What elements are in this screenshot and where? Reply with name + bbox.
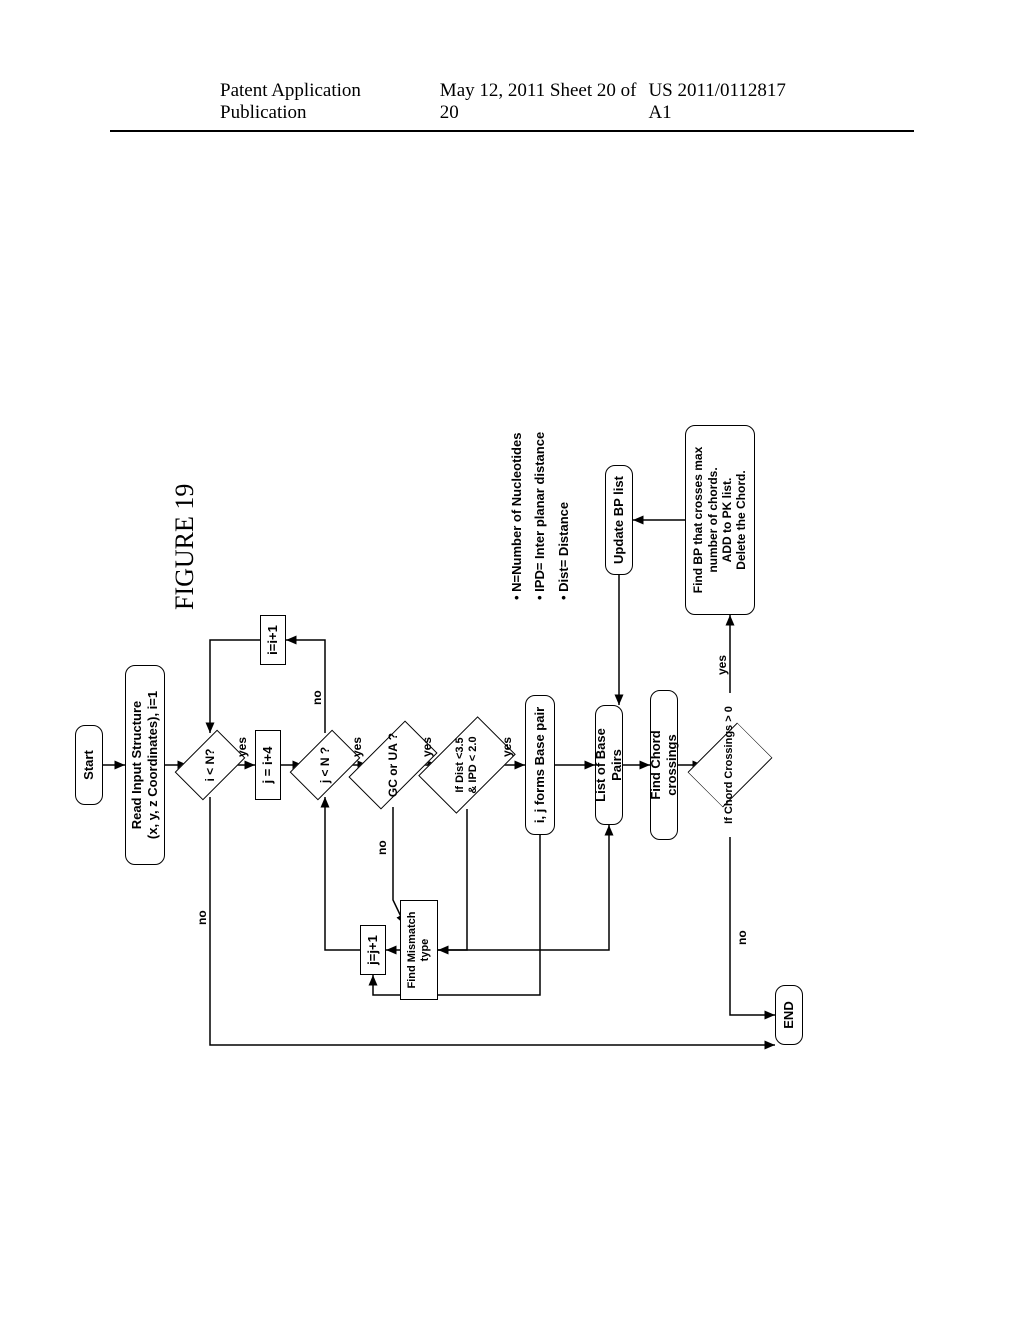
header-right: US 2011/0112817 A1 <box>648 80 804 124</box>
node-chord-gt0-label: If Chord Crossings > 0 <box>723 706 736 824</box>
legend-ipd: • IPD= Inter planar distance <box>528 432 551 600</box>
node-j-inc: j=j+1 <box>360 925 386 975</box>
legend: • N=Number of Nucleotides • IPD= Inter p… <box>505 432 575 600</box>
edge-j-lt-n-no: no <box>310 690 324 705</box>
legend-dist: • Dist= Distance <box>552 432 575 600</box>
node-chord-gt0: If Chord Crossings > 0 <box>705 695 755 835</box>
node-update-bp-label: Update BP list <box>611 476 627 564</box>
edge-gc-ua-yes: yes <box>420 737 434 757</box>
node-find-bp-max-label: Find BP that crosses max number of chord… <box>691 447 749 594</box>
node-end: END <box>775 985 803 1045</box>
node-read-input: Read Input Structure (x, y, z Coordinate… <box>125 665 165 865</box>
node-i-lt-n: i < N? <box>190 735 230 795</box>
node-forms-bp: i, j forms Base pair <box>525 695 555 835</box>
edge-i-lt-n-no: no <box>195 910 209 925</box>
edge-i-lt-n-yes: yes <box>235 737 249 757</box>
node-j-lt-n: j < N ? <box>305 735 345 795</box>
node-j-eq-label: j = i+4 <box>260 747 276 784</box>
flowchart: Start Read Input Structure (x, y, z Coor… <box>75 405 1024 1105</box>
node-i-lt-n-label: i < N? <box>203 749 217 782</box>
node-forms-bp-label: i, j forms Base pair <box>532 707 548 823</box>
page-header: Patent Application Publication May 12, 2… <box>110 80 914 132</box>
node-gc-ua-label: GC or UA ? <box>386 733 400 797</box>
node-update-bp: Update BP list <box>605 465 633 575</box>
header-left: Patent Application Publication <box>220 80 440 124</box>
edge-chord-no: no <box>735 930 749 945</box>
node-read-input-label: Read Input Structure (x, y, z Coordinate… <box>129 691 160 839</box>
node-start: Start <box>75 725 103 805</box>
header-center: May 12, 2011 Sheet 20 of 20 <box>440 80 649 124</box>
node-list-bp: List of Base Pairs <box>595 705 623 825</box>
edge-gc-ua-no: no <box>375 840 389 855</box>
edge-chord-yes: yes <box>715 655 729 675</box>
node-j-eq: j = i+4 <box>255 730 281 800</box>
node-j-inc-label: j=j+1 <box>365 935 381 965</box>
node-dist: If Dist <3.5 & IPD < 2.0 <box>440 723 494 807</box>
node-j-lt-n-label: j < N ? <box>318 747 332 783</box>
node-find-bp-max: Find BP that crosses max number of chord… <box>685 425 755 615</box>
node-mismatch-label: Find Mismatch type <box>406 912 432 989</box>
node-end-label: END <box>781 1001 797 1028</box>
node-dist-label: If Dist <3.5 & IPD < 2.0 <box>454 736 480 793</box>
node-find-chord-label: Find Chord crossings <box>648 701 679 829</box>
node-gc-ua: GC or UA ? <box>370 725 416 805</box>
node-i-inc-label: i=i+1 <box>265 625 281 655</box>
edge-j-lt-n-yes: yes <box>350 737 364 757</box>
edge-dist-yes: yes <box>500 737 514 757</box>
node-list-bp-label: List of Base Pairs <box>593 716 624 814</box>
node-find-chord: Find Chord crossings <box>650 690 678 840</box>
node-mismatch: Find Mismatch type <box>400 900 438 1000</box>
node-i-inc: i=i+1 <box>260 615 286 665</box>
legend-n: • N=Number of Nucleotides <box>505 432 528 600</box>
node-start-label: Start <box>81 750 97 780</box>
